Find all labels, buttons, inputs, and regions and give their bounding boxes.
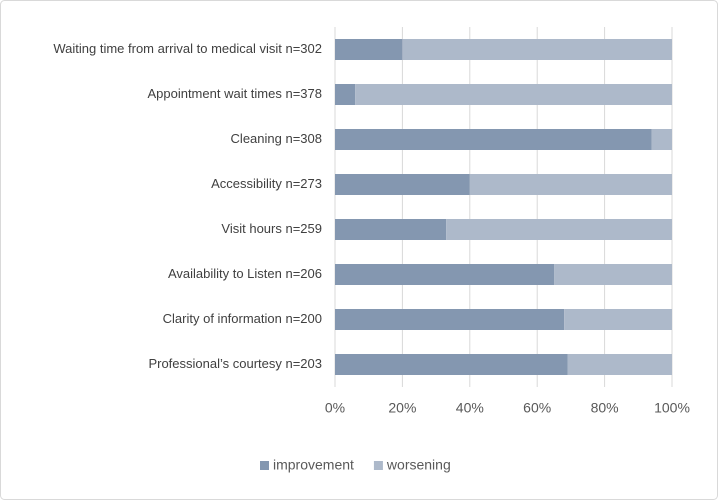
bar-segment bbox=[564, 309, 672, 330]
x-tick-label: 60% bbox=[523, 400, 551, 416]
bar-segment bbox=[469, 174, 672, 195]
legend-swatch bbox=[260, 461, 269, 470]
y-tick-label: Professional’s courtesy n=203 bbox=[148, 356, 322, 371]
x-tick-label: 80% bbox=[591, 400, 619, 416]
bar-segment bbox=[335, 129, 652, 150]
y-tick-label: Availability to Listen n=206 bbox=[168, 266, 322, 281]
bar-segment bbox=[335, 39, 403, 60]
bar-segment bbox=[335, 309, 565, 330]
x-tick-label: 100% bbox=[654, 400, 690, 416]
bar-segment bbox=[335, 264, 555, 285]
bar-segment bbox=[355, 84, 672, 105]
bar-segment bbox=[651, 129, 672, 150]
x-tick-label: 40% bbox=[456, 400, 484, 416]
bar-segment bbox=[335, 219, 447, 240]
y-tick-label: Cleaning n=308 bbox=[231, 131, 322, 146]
bar-segment bbox=[335, 84, 356, 105]
bar-segment bbox=[446, 219, 672, 240]
bar-segment bbox=[335, 174, 470, 195]
bar-segment bbox=[554, 264, 672, 285]
bar-segment bbox=[335, 354, 568, 375]
legend-swatch bbox=[373, 461, 383, 470]
y-tick-label: Waiting time from arrival to medical vis… bbox=[53, 41, 322, 56]
bar-segment bbox=[567, 354, 672, 375]
y-tick-label: Accessibility n=273 bbox=[211, 176, 322, 191]
legend-label: worsening bbox=[386, 457, 451, 473]
x-tick-label: 20% bbox=[388, 400, 416, 416]
x-tick-label: 0% bbox=[325, 400, 345, 416]
legend-label: improvement bbox=[273, 457, 354, 473]
bar-segment bbox=[402, 39, 672, 60]
y-tick-label: Clarity of information n=200 bbox=[163, 311, 322, 326]
y-tick-label: Appointment wait times n=378 bbox=[147, 86, 322, 101]
y-tick-label: Visit hours n=259 bbox=[221, 221, 322, 236]
